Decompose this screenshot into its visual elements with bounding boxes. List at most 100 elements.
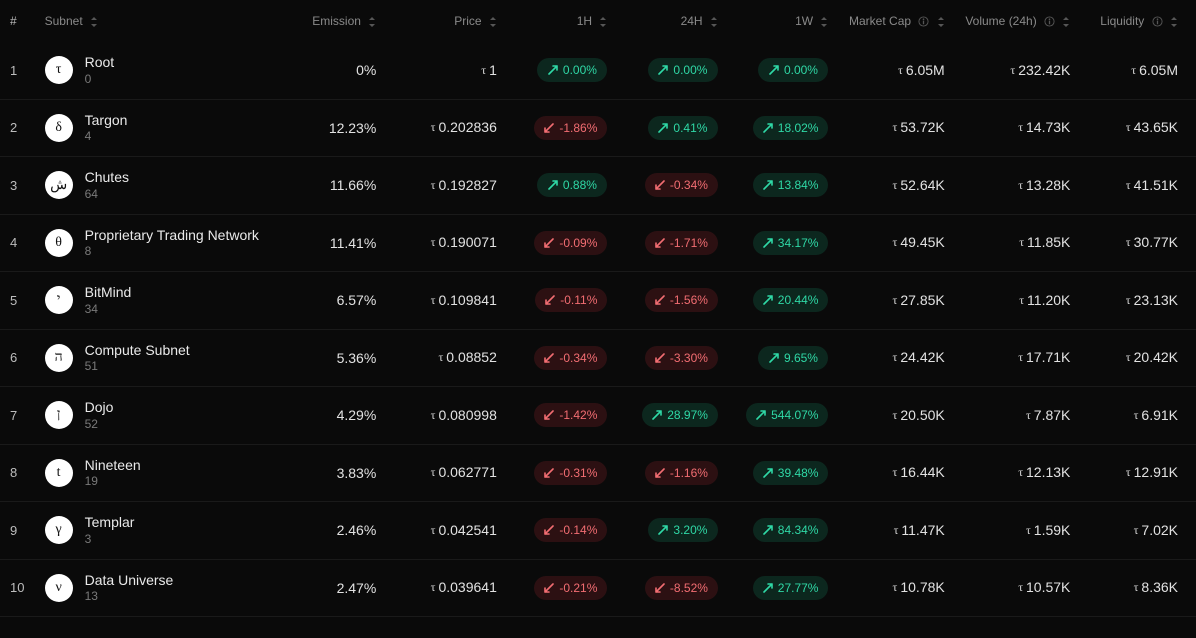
- tau-icon: τ: [1018, 178, 1023, 193]
- tau-icon: τ: [1134, 408, 1139, 423]
- change-value: -0.31%: [559, 466, 597, 480]
- cell-volume: τ11.20K: [955, 272, 1081, 330]
- cell-price: τ0.042541: [386, 502, 507, 560]
- cell-volume: τ10.57K: [955, 559, 1081, 617]
- table-row[interactable]: 1τRoot00%τ10.00%0.00%0.00%τ6.05Mτ232.42K…: [0, 42, 1196, 99]
- cell-emission: 11.66%: [286, 157, 386, 215]
- cell-market-cap: τ52.64K: [838, 157, 954, 215]
- change-value: 3.20%: [673, 523, 707, 537]
- table-header: # Subnet Emission Price 1: [0, 0, 1196, 42]
- cell-24h: -3.30%: [617, 329, 728, 387]
- cell-volume: τ11.85K: [955, 214, 1081, 272]
- header-market-cap[interactable]: Market Cap: [838, 0, 954, 42]
- header-1w[interactable]: 1W: [728, 0, 839, 42]
- change-value: 0.88%: [563, 178, 597, 192]
- cell-rank: 10: [0, 559, 35, 617]
- change-value: -1.56%: [670, 293, 708, 307]
- cell-price: τ0.08852: [386, 329, 507, 387]
- change-pill: -0.21%: [534, 576, 607, 600]
- table-row[interactable]: 4θProprietary Trading Network811.41%τ0.1…: [0, 214, 1196, 272]
- cell-rank: 5: [0, 272, 35, 330]
- tau-icon: τ: [1126, 293, 1131, 308]
- header-liquidity[interactable]: Liquidity: [1080, 0, 1196, 42]
- change-pill: 0.00%: [648, 58, 718, 82]
- tau-icon: τ: [1126, 235, 1131, 250]
- tau-icon: τ: [1126, 465, 1131, 480]
- cell-rank: 4: [0, 214, 35, 272]
- tau-icon: τ: [1018, 580, 1023, 595]
- arrow-up-icon: [763, 238, 773, 248]
- change-pill: -1.86%: [534, 116, 607, 140]
- header-24h[interactable]: 24H: [617, 0, 728, 42]
- table-row[interactable]: 6הCompute Subnet515.36%τ0.08852-0.34%-3.…: [0, 329, 1196, 387]
- tau-icon: τ: [431, 235, 436, 250]
- arrow-up-icon: [658, 123, 668, 133]
- header-1h[interactable]: 1H: [507, 0, 618, 42]
- table-row[interactable]: 7ןDojo524.29%τ0.080998-1.42%28.97%544.07…: [0, 387, 1196, 445]
- tau-icon: τ: [1026, 408, 1031, 423]
- header-rank[interactable]: #: [0, 0, 35, 42]
- cell-emission: 5.36%: [286, 329, 386, 387]
- tau-icon: τ: [898, 63, 903, 78]
- cell-1h: -0.09%: [507, 214, 618, 272]
- subnet-name: Chutes: [85, 169, 129, 187]
- cell-1w: 27.77%: [728, 559, 839, 617]
- change-pill: 9.65%: [758, 346, 828, 370]
- arrow-down-icon: [655, 180, 665, 190]
- tau-icon: τ: [1018, 120, 1023, 135]
- cell-24h: 0.00%: [617, 42, 728, 99]
- header-price[interactable]: Price: [386, 0, 507, 42]
- arrow-up-icon: [658, 65, 668, 75]
- change-value: -0.14%: [559, 523, 597, 537]
- header-emission[interactable]: Emission: [286, 0, 386, 42]
- table-row[interactable]: 10νData Universe132.47%τ0.039641-0.21%-8…: [0, 559, 1196, 617]
- cell-1h: -1.86%: [507, 99, 618, 157]
- subnet-name: Proprietary Trading Network: [85, 227, 259, 245]
- info-icon: [918, 16, 929, 27]
- table-row[interactable]: 3شChutes6411.66%τ0.1928270.88%-0.34%13.8…: [0, 157, 1196, 215]
- change-value: 0.00%: [673, 63, 707, 77]
- change-value: -0.21%: [559, 581, 597, 595]
- arrow-up-icon: [763, 180, 773, 190]
- change-value: 84.34%: [778, 523, 819, 537]
- table-row[interactable]: 9γTemplar32.46%τ0.042541-0.14%3.20%84.34…: [0, 502, 1196, 560]
- cell-liquidity: τ6.05M: [1080, 42, 1196, 99]
- cell-1w: 20.44%: [728, 272, 839, 330]
- cell-subnet: הCompute Subnet51: [35, 329, 286, 387]
- header-subnet[interactable]: Subnet: [35, 0, 286, 42]
- change-pill: 84.34%: [753, 518, 829, 542]
- tau-icon: τ: [431, 408, 436, 423]
- cell-1h: 0.88%: [507, 157, 618, 215]
- table-row[interactable]: 2δTargon412.23%τ0.202836-1.86%0.41%18.02…: [0, 99, 1196, 157]
- header-volume[interactable]: Volume (24h): [955, 0, 1081, 42]
- cell-subnet: τRoot0: [35, 42, 286, 99]
- change-value: -0.09%: [559, 236, 597, 250]
- cell-volume: τ13.28K: [955, 157, 1081, 215]
- arrow-down-icon: [544, 123, 554, 133]
- coin-icon: י: [45, 286, 73, 314]
- cell-1h: -0.21%: [507, 559, 618, 617]
- arrow-up-icon: [763, 468, 773, 478]
- cell-market-cap: τ10.78K: [838, 559, 954, 617]
- tau-icon: τ: [893, 580, 898, 595]
- subnet-id: 8: [85, 244, 259, 259]
- change-pill: -3.30%: [645, 346, 718, 370]
- change-pill: 34.17%: [753, 231, 829, 255]
- cell-volume: τ14.73K: [955, 99, 1081, 157]
- sort-icon: [489, 17, 497, 27]
- arrow-up-icon: [763, 525, 773, 535]
- subnet-name: Templar: [85, 514, 135, 532]
- tau-icon: τ: [431, 293, 436, 308]
- cell-subnet: יBitMind34: [35, 272, 286, 330]
- change-pill: -1.16%: [645, 461, 718, 485]
- change-value: -0.11%: [560, 293, 597, 307]
- table-row[interactable]: 8tNineteen193.83%τ0.062771-0.31%-1.16%39…: [0, 444, 1196, 502]
- arrow-up-icon: [548, 65, 558, 75]
- cell-emission: 12.23%: [286, 99, 386, 157]
- tau-icon: τ: [481, 63, 486, 78]
- cell-rank: 2: [0, 99, 35, 157]
- change-value: 34.17%: [778, 236, 819, 250]
- tau-icon: τ: [1026, 523, 1031, 538]
- cell-subnet: γTemplar3: [35, 502, 286, 560]
- table-row[interactable]: 5יBitMind346.57%τ0.109841-0.11%-1.56%20.…: [0, 272, 1196, 330]
